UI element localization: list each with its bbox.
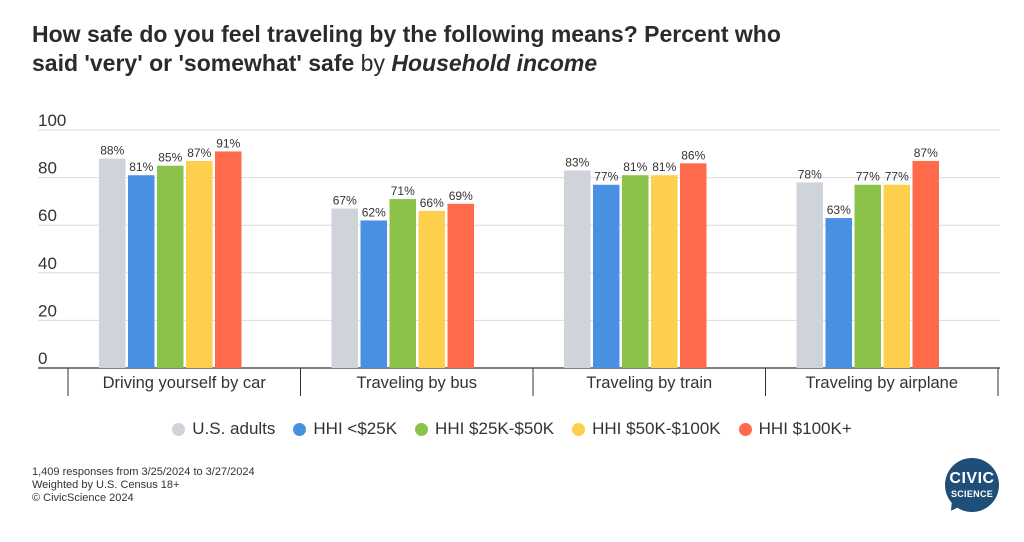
data-label: 71% (391, 184, 415, 198)
bar (593, 184, 620, 368)
legend-swatch (172, 422, 186, 436)
legend-item: HHI $100K+ (738, 419, 852, 439)
data-label: 81% (129, 160, 153, 174)
bar (651, 175, 678, 368)
data-label: 81% (623, 160, 647, 174)
legend-swatch (738, 422, 752, 436)
data-label: 78% (798, 167, 822, 181)
title-line-2: said 'very' or 'somewhat' safe by Househ… (32, 49, 932, 78)
y-tick-label: 0 (38, 349, 47, 368)
bar (360, 220, 387, 368)
data-label: 81% (652, 160, 676, 174)
title-line-2-italic: Household income (391, 50, 598, 76)
bar (564, 170, 591, 368)
legend-swatch (293, 422, 307, 436)
bar (331, 208, 358, 368)
bar (622, 175, 649, 368)
data-label: 77% (885, 170, 909, 184)
legend-item: HHI $25K-$50K (415, 419, 554, 439)
bar (447, 203, 474, 368)
legend: U.S. adults HHI <$25K HHI $25K-$50K HHI $50… (0, 419, 1024, 439)
data-label: 62% (362, 205, 386, 219)
x-category-label: Traveling by train (586, 374, 712, 392)
chart-title: How safe do you feel traveling by the fo… (32, 20, 932, 78)
bar (796, 182, 823, 368)
data-label: 67% (333, 194, 357, 208)
civicscience-logo: CIVIC SCIENCE (944, 458, 999, 516)
data-label: 83% (565, 155, 589, 169)
legend-label: HHI $100K+ (758, 419, 852, 438)
y-tick-label: 80 (38, 159, 57, 178)
x-category-label: Driving yourself by car (103, 374, 267, 392)
data-label: 66% (420, 196, 444, 210)
logo-text-science: SCIENCE (950, 489, 994, 499)
legend-item: HHI $50K-$100K (572, 419, 721, 439)
bar (912, 160, 939, 368)
logo-text-civic: CIVIC (949, 470, 995, 487)
legend-item: U.S. adults (172, 419, 275, 439)
legend-swatch (572, 422, 586, 436)
data-label: 86% (681, 148, 705, 162)
data-label: 87% (914, 146, 938, 160)
data-label: 63% (827, 203, 851, 217)
footnote: 1,409 responses from 3/25/2024 to 3/27/2… (32, 466, 255, 505)
legend-label: HHI $25K-$50K (435, 419, 555, 438)
legend-label: U.S. adults (192, 419, 276, 438)
title-line-2-bold: said 'very' or 'somewhat' safe (32, 50, 355, 76)
x-category-label: Traveling by airplane (805, 374, 958, 392)
footnote-copyright: © CivicScience 2024 (32, 492, 134, 504)
bar (157, 165, 184, 368)
bar (680, 163, 707, 368)
legend-label: HHI $50K-$100K (592, 419, 721, 438)
data-label: 77% (856, 170, 880, 184)
data-label: 77% (594, 170, 618, 184)
legend-label: HHI <$25K (313, 419, 398, 438)
logo-circle (945, 458, 999, 512)
legend-swatch (415, 422, 429, 436)
bar (215, 151, 242, 368)
title-line-2-by: by (354, 50, 392, 76)
bar (883, 184, 910, 368)
bar-chart: 0 20 40 60 80 100 Driving yourself by car 88% 81… (38, 111, 1000, 396)
bar (128, 175, 155, 368)
bar (825, 218, 852, 368)
data-label: 69% (449, 189, 473, 203)
bar (854, 184, 881, 368)
y-tick-label: 100 (38, 111, 66, 130)
data-label: 85% (158, 151, 182, 165)
data-label: 91% (216, 136, 240, 150)
title-line-1: How safe do you feel traveling by the fo… (32, 21, 781, 47)
bar (99, 158, 126, 368)
data-label: 88% (100, 144, 124, 158)
y-tick-label: 20 (38, 301, 57, 320)
legend-item: HHI <$25K (293, 419, 397, 439)
y-tick-label: 40 (38, 254, 57, 273)
data-label: 87% (187, 146, 211, 160)
bar (186, 160, 213, 368)
bar (418, 210, 445, 368)
y-tick-label: 60 (38, 206, 57, 225)
footnote-responses: 1,409 responses from 3/25/2024 to 3/27/2… (32, 466, 255, 478)
x-category-label: Traveling by bus (357, 374, 477, 392)
footnote-weighting: Weighted by U.S. Census 18+ (32, 479, 180, 491)
bar (389, 199, 416, 368)
